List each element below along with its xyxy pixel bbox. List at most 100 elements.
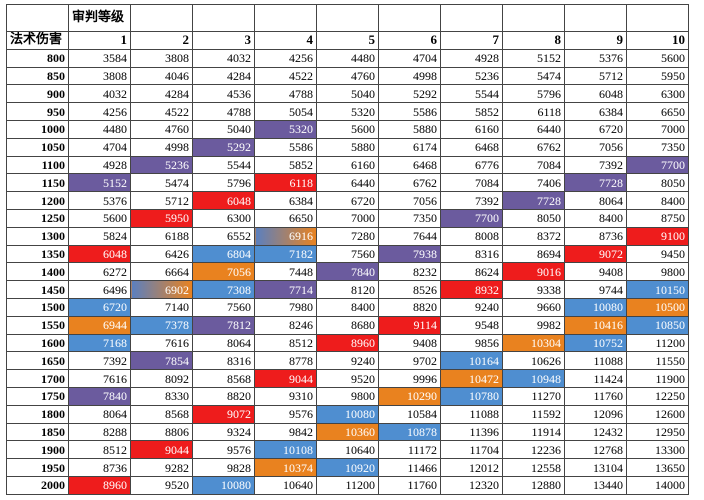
- cell-value: 8400: [564, 208, 627, 228]
- cell-value: 5600: [68, 208, 131, 228]
- cell-value: 4522: [130, 102, 193, 121]
- cell-value: 7084: [440, 173, 503, 193]
- cell-value: 8120: [316, 280, 379, 299]
- level-number: 9: [564, 31, 627, 50]
- cell-value: 4760: [130, 119, 193, 139]
- cell-value: 9800: [316, 386, 379, 406]
- cell-value: 8526: [378, 280, 441, 299]
- cell-value: 10626: [502, 351, 565, 371]
- damage-value: 1050: [6, 137, 69, 157]
- cell-value: 6118: [502, 102, 565, 121]
- cell-value: 6118: [254, 173, 317, 193]
- cell-value: 7644: [378, 226, 441, 246]
- damage-value: 850: [6, 66, 69, 86]
- empty-cell: [626, 4, 689, 32]
- cell-value: 9044: [130, 440, 193, 460]
- data-row: 1450 6496 6902 7308 7714 8120 8526 8932 9338 9744…: [6, 280, 689, 299]
- data-row: 1700 7616 8092 8568 9044 9520 9996 10472 10948 11…: [6, 369, 689, 388]
- damage-value: 1850: [6, 422, 69, 442]
- cell-value: 5236: [130, 155, 193, 175]
- empty-cell: [378, 4, 441, 32]
- damage-value: 1200: [6, 191, 69, 210]
- cell-value: 9310: [254, 386, 317, 406]
- cell-value: 10850: [626, 315, 689, 335]
- cell-value: 10920: [316, 458, 379, 477]
- cell-value: 7406: [502, 173, 565, 193]
- cell-value: 6048: [564, 84, 627, 104]
- cell-value: 8246: [254, 315, 317, 335]
- damage-value: 1750: [6, 386, 69, 406]
- cell-value: 6174: [378, 137, 441, 157]
- level-number: 2: [130, 31, 193, 50]
- cell-value: 4032: [68, 84, 131, 104]
- cell-value: 7056: [192, 262, 255, 282]
- cell-value: 4704: [68, 137, 131, 157]
- cell-value: 10304: [502, 333, 565, 353]
- damage-value: 1950: [6, 458, 69, 477]
- cell-value: 6552: [192, 226, 255, 246]
- cell-value: 5292: [378, 84, 441, 104]
- level-number: 3: [192, 31, 255, 50]
- cell-value: 10948: [502, 369, 565, 388]
- cell-value: 12432: [564, 422, 627, 442]
- cell-value: 8400: [626, 191, 689, 210]
- cell-value: 6664: [130, 262, 193, 282]
- cell-value: 10640: [316, 440, 379, 460]
- cell-value: 10164: [440, 351, 503, 371]
- cell-value: 5376: [564, 48, 627, 68]
- empty-cell: [192, 4, 255, 32]
- cell-value: 9338: [502, 280, 565, 299]
- cell-value: 6160: [316, 155, 379, 175]
- data-row: 950 4256 4522 4788 5054 5320 5586 5852 6118 6384 6…: [6, 102, 689, 121]
- cell-value: 7700: [440, 208, 503, 228]
- cell-value: 7840: [316, 262, 379, 282]
- cell-value: 10360: [316, 422, 379, 442]
- cell-value: 9450: [626, 244, 689, 264]
- cell-value: 11088: [440, 404, 503, 424]
- data-row: 1950 8736 9282 9828 10374 10920 11466 12012 1255…: [6, 458, 689, 477]
- cell-value: 8778: [254, 351, 317, 371]
- data-row: 1250 5600 5950 6300 6650 7000 7350 7700 8050 8400…: [6, 208, 689, 228]
- cell-value: 6440: [316, 173, 379, 193]
- cell-value: 10472: [440, 369, 503, 388]
- data-row: 1000 4480 4760 5040 5320 5600 5880 6160 6440 6720…: [6, 119, 689, 139]
- cell-value: 12236: [502, 440, 565, 460]
- cell-value: 4256: [254, 48, 317, 68]
- cell-value: 13300: [626, 440, 689, 460]
- damage-value: 1700: [6, 369, 69, 388]
- cell-value: 7714: [254, 280, 317, 299]
- damage-value: 900: [6, 84, 69, 104]
- data-row: 1050 4704 4998 5292 5586 5880 6174 6468 6762 7056…: [6, 137, 689, 157]
- cell-value: 7000: [316, 208, 379, 228]
- cell-value: 10878: [378, 422, 441, 442]
- cell-value: 10374: [254, 458, 317, 477]
- damage-value: 2000: [6, 475, 69, 495]
- cell-value: 8750: [626, 208, 689, 228]
- cell-value: 7560: [316, 244, 379, 264]
- cell-value: 6272: [68, 262, 131, 282]
- damage-value: 1600: [6, 333, 69, 353]
- data-row: 1600 7168 7616 8064 8512 8960 9408 9856 10304 107…: [6, 333, 689, 353]
- cell-value: 12012: [440, 458, 503, 477]
- cell-value: 5586: [378, 102, 441, 121]
- header-row: 审判等级: [6, 4, 689, 32]
- cell-value: 5852: [440, 102, 503, 121]
- cell-value: 11270: [502, 386, 565, 406]
- cell-value: 7616: [68, 369, 131, 388]
- cell-value: 8960: [68, 475, 131, 495]
- cell-value: 6188: [130, 226, 193, 246]
- damage-table: 审判等级 法术伤害 1 2 3 4 5 6 7 8 9 10 800 3584 3808 4032 4256 44…: [6, 4, 689, 495]
- cell-value: 8568: [192, 369, 255, 388]
- cell-value: 7392: [440, 191, 503, 210]
- cell-value: 12600: [626, 404, 689, 424]
- cell-value: 5292: [192, 137, 255, 157]
- cell-value: 9100: [626, 226, 689, 246]
- cell-value: 12558: [502, 458, 565, 477]
- damage-value: 1800: [6, 404, 69, 424]
- cell-value: 6496: [68, 280, 131, 299]
- cell-value: 5796: [192, 173, 255, 193]
- cell-value: 7938: [378, 244, 441, 264]
- level-number: 5: [316, 31, 379, 50]
- cell-value: 8736: [564, 226, 627, 246]
- cell-value: 6650: [254, 208, 317, 228]
